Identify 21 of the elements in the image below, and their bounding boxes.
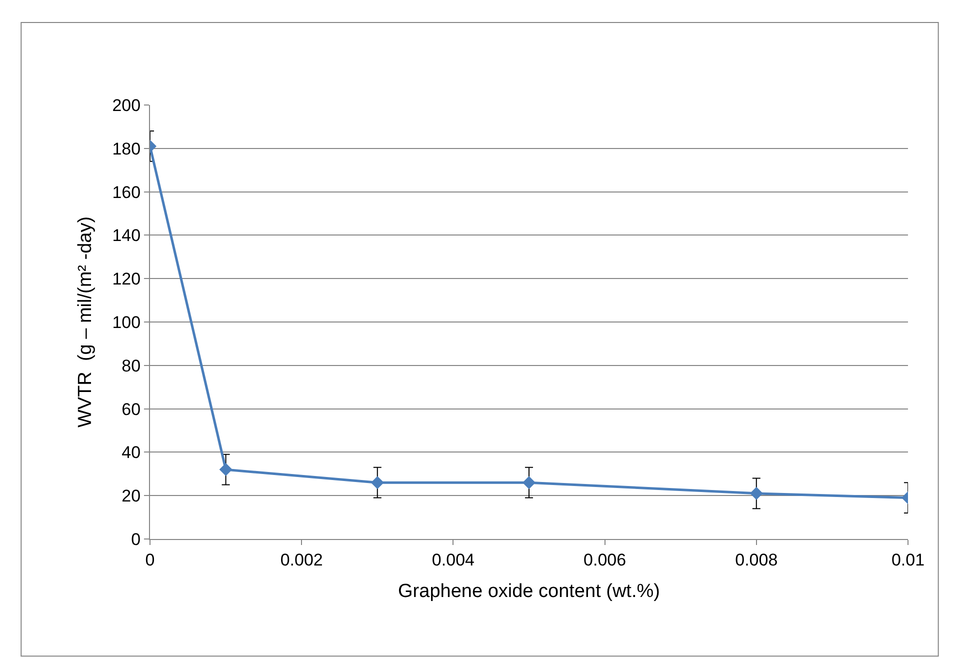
x-tick-label: 0.004 (432, 550, 474, 570)
y-tick-label: 100 (112, 312, 141, 332)
y-tick-label: 120 (112, 270, 141, 289)
point (522, 476, 536, 490)
y-tick-label: 160 (112, 182, 141, 202)
y-tick-label: 140 (112, 226, 141, 246)
x-tick-label: 0.01 (891, 550, 925, 570)
y-tick-label: 200 (112, 96, 141, 115)
y-tick-label: 40 (122, 443, 141, 462)
y-tick-label: 0 (131, 530, 141, 549)
x-tick-label: 0.008 (735, 550, 778, 570)
y-tick-label: 80 (122, 356, 141, 376)
point (370, 476, 384, 490)
y-tick-label: 20 (122, 486, 141, 506)
y-tick-label: 60 (122, 400, 141, 419)
y-axis-title: WVTR (g – mil/(m² -day) (75, 216, 96, 428)
y-tick-label: 180 (112, 139, 141, 158)
x-tick-label: 0 (145, 550, 155, 570)
x-tick-label: 0.002 (280, 550, 323, 570)
x-tick-label: 0.006 (584, 550, 626, 570)
x-axis-title: Graphene oxide content (wt.%) (398, 581, 660, 602)
